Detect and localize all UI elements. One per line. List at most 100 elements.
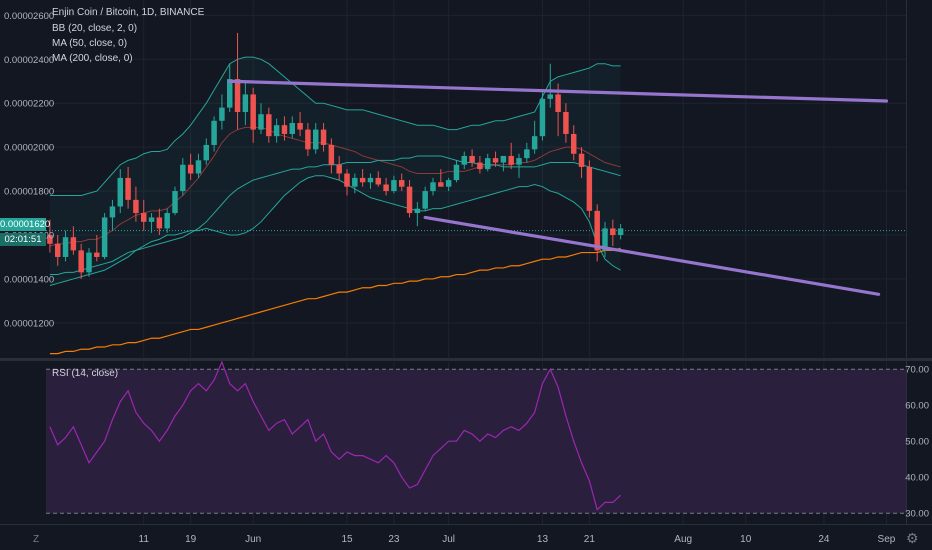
candle-body	[297, 122, 303, 130]
candle-body	[508, 155, 514, 165]
candle-body	[547, 94, 554, 99]
bar-countdown-tag: 02:01:51	[0, 233, 46, 246]
candle-body	[524, 149, 530, 159]
candle-body	[359, 177, 366, 183]
candle-body	[484, 158, 491, 170]
candle-body	[610, 228, 616, 236]
y-tick-label: 0.00001800	[4, 187, 54, 198]
candle-body	[531, 136, 538, 150]
y-tick-label: 0.00002000	[4, 143, 54, 154]
candle-body	[586, 166, 593, 211]
bb-lower-line	[49, 175, 621, 287]
candle-body	[383, 184, 389, 192]
candle-body	[70, 237, 77, 251]
candle-body	[242, 94, 249, 113]
bollinger-band-fill	[49, 57, 621, 286]
rsi-legend[interactable]: RSI (14, close)	[52, 368, 119, 379]
rsi-y-tick-label: 50.00	[905, 437, 929, 448]
candle-body	[344, 173, 350, 187]
ma50-legend[interactable]: MA (50, close, 0)	[52, 38, 128, 49]
x-tick-label: Sep	[878, 534, 896, 545]
x-tick-label: 13	[537, 534, 549, 545]
candle-body	[367, 177, 374, 183]
ma50-line	[49, 155, 621, 276]
candle-body	[187, 164, 194, 174]
candle-body	[125, 177, 131, 200]
candle-body	[140, 213, 147, 222]
rsi-pane	[46, 360, 906, 524]
candle-body	[422, 191, 428, 209]
price-pane	[46, 0, 906, 358]
x-tick-label: Aug	[674, 534, 692, 545]
candle-body	[492, 158, 499, 163]
x-tick-label: 24	[818, 534, 830, 545]
candle-body	[94, 252, 100, 257]
candle-body	[195, 160, 202, 174]
y-tick-label: 0.00002600	[4, 11, 54, 22]
candle-body	[62, 237, 69, 257]
candle-body	[578, 153, 585, 167]
candle-body	[266, 114, 272, 137]
candle-body	[336, 164, 342, 174]
candle-body	[109, 206, 116, 218]
candle-body	[305, 129, 311, 150]
candle-body	[477, 162, 483, 170]
candle-body	[617, 228, 624, 236]
candle-body	[203, 144, 210, 161]
y-tick-label: 0.00001200	[4, 318, 54, 329]
candle-body	[281, 125, 288, 134]
gear-icon[interactable]: ⚙	[906, 530, 919, 546]
candle-body	[602, 228, 608, 251]
candle-body	[328, 144, 335, 165]
candle-body	[258, 114, 264, 130]
candle-body	[375, 177, 382, 185]
bb-basis-line	[49, 126, 621, 247]
candle-body	[180, 164, 186, 192]
x-tick-label: Jul	[442, 534, 455, 545]
x-tick-label: 23	[388, 534, 400, 545]
current-price-tag: 0.00001620	[0, 218, 51, 231]
timezone-icon[interactable]: Z	[33, 534, 40, 545]
candle-body	[461, 155, 468, 165]
candle-body	[234, 79, 241, 113]
candle-body	[133, 199, 139, 214]
ma200-line	[49, 247, 621, 355]
ma200-legend[interactable]: MA (200, close, 0)	[52, 53, 133, 64]
candle-body	[211, 120, 217, 145]
candle-body	[101, 217, 108, 257]
candle-body	[453, 164, 460, 181]
trendline-upper	[228, 79, 889, 103]
rsi-y-tick-label: 70.00	[905, 365, 929, 376]
x-tick-label: 15	[341, 534, 353, 545]
candle-body	[570, 133, 577, 154]
rsi-y-tick-label: 30.00	[905, 509, 929, 520]
candle-body	[414, 208, 421, 214]
candle-body	[406, 186, 413, 214]
candle-body	[54, 243, 61, 257]
candle-body	[148, 217, 155, 222]
candle-body	[117, 177, 124, 207]
bb-upper-line	[49, 56, 621, 196]
candle-body	[273, 125, 280, 137]
rsi-line	[49, 360, 622, 511]
y-tick-label: 0.00002400	[4, 55, 54, 66]
rsi-band-fill	[46, 369, 906, 514]
y-tick-label: 0.00001400	[4, 274, 54, 285]
rsi-y-tick-label: 40.00	[905, 473, 929, 484]
bb-legend[interactable]: BB (20, close, 2, 0)	[52, 23, 138, 34]
candle-body	[594, 210, 600, 251]
candle-body	[500, 155, 507, 163]
candle-body	[86, 252, 92, 273]
candle-body	[438, 182, 444, 187]
symbol-title: Enjin Coin / Bitcoin, 1D, BINANCE	[52, 7, 205, 18]
candle-body	[430, 182, 436, 192]
candle-body	[516, 158, 522, 165]
candle-body	[226, 79, 233, 108]
candle-body	[219, 107, 225, 121]
x-tick-label: 10	[740, 534, 752, 545]
x-tick-label: Jun	[245, 534, 261, 545]
candle-body	[172, 191, 178, 214]
candle-body	[156, 217, 163, 229]
